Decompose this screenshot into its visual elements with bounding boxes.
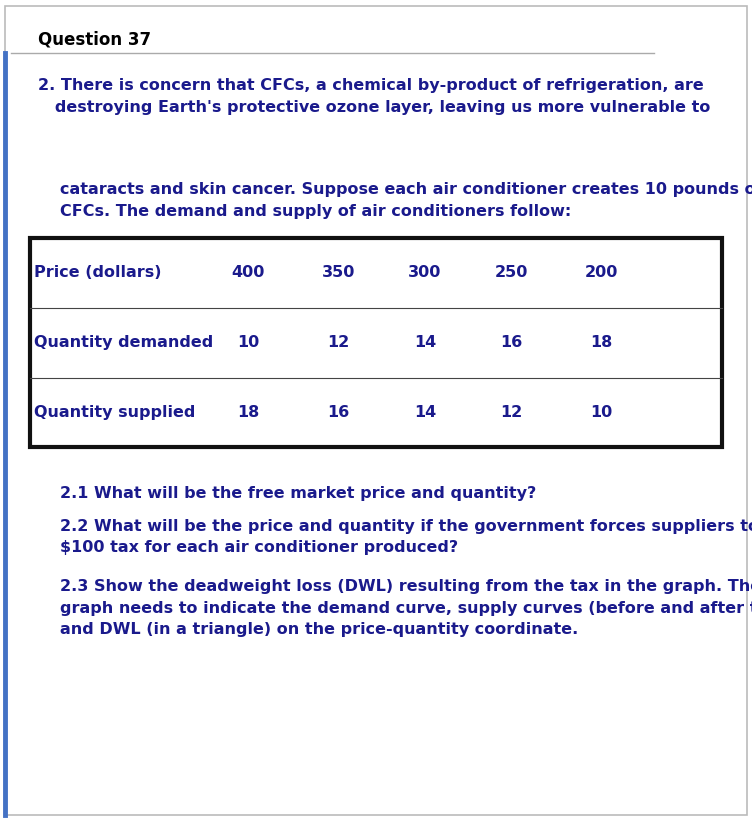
Text: 12: 12 <box>500 405 523 420</box>
Text: 200: 200 <box>585 265 618 281</box>
Text: 14: 14 <box>414 335 436 351</box>
Text: 350: 350 <box>322 265 355 281</box>
Text: Quantity supplied: Quantity supplied <box>34 405 196 420</box>
Text: Question 37: Question 37 <box>38 30 150 48</box>
Text: $100 tax for each air conditioner produced?: $100 tax for each air conditioner produc… <box>60 540 458 555</box>
Text: 10: 10 <box>590 405 613 420</box>
Text: 18: 18 <box>237 405 259 420</box>
Text: 400: 400 <box>232 265 265 281</box>
Text: cataracts and skin cancer. Suppose each air conditioner creates 10 pounds of: cataracts and skin cancer. Suppose each … <box>60 182 752 197</box>
Text: 2.1 What will be the free market price and quantity?: 2.1 What will be the free market price a… <box>60 486 536 501</box>
Text: 10: 10 <box>237 335 259 351</box>
Text: 16: 16 <box>327 405 350 420</box>
Text: and DWL (in a triangle) on the price-quantity coordinate.: and DWL (in a triangle) on the price-qua… <box>60 622 578 637</box>
Text: 2. There is concern that CFCs, a chemical by-product of refrigeration, are: 2. There is concern that CFCs, a chemica… <box>38 78 703 93</box>
Text: Quantity demanded: Quantity demanded <box>34 335 213 351</box>
Text: 2.3 Show the deadweight loss (DWL) resulting from the tax in the graph. The: 2.3 Show the deadweight loss (DWL) resul… <box>60 579 752 594</box>
Text: CFCs. The demand and supply of air conditioners follow:: CFCs. The demand and supply of air condi… <box>60 204 572 219</box>
FancyBboxPatch shape <box>5 6 747 815</box>
Text: 14: 14 <box>414 405 436 420</box>
Text: 16: 16 <box>500 335 523 351</box>
Text: Price (dollars): Price (dollars) <box>34 265 162 281</box>
Text: destroying Earth's protective ozone layer, leaving us more vulnerable to: destroying Earth's protective ozone laye… <box>38 100 710 115</box>
Bar <box>30 238 722 447</box>
Text: 12: 12 <box>327 335 350 351</box>
Text: 300: 300 <box>408 265 441 281</box>
Text: 250: 250 <box>495 265 528 281</box>
Text: 18: 18 <box>590 335 613 351</box>
Text: 2.2 What will be the price and quantity if the government forces suppliers to pa: 2.2 What will be the price and quantity … <box>60 519 752 534</box>
Text: graph needs to indicate the demand curve, supply curves (before and after tax),: graph needs to indicate the demand curve… <box>60 601 752 616</box>
